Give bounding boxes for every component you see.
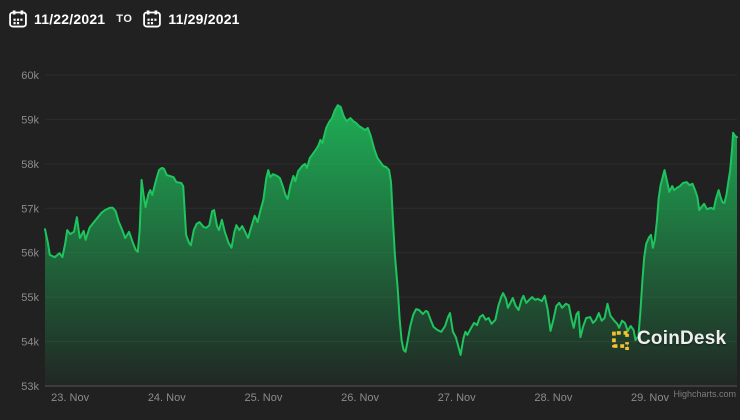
price-area [45,105,737,386]
highcharts-credit[interactable]: Highcharts.com [673,389,736,399]
x-axis-label: 23. Nov [51,392,89,404]
price-chart-area[interactable]: 60k 59k 58k 57k 56k 55k 54k 53k 23. Nov 24. Nov 25… [0,40,740,420]
x-axis-label: 24. Nov [148,392,186,404]
calendar-icon [143,10,162,28]
calendar-icon [9,10,27,28]
y-axis-label: 57k [21,203,39,215]
start-date-picker[interactable]: 11/22/2021 [9,10,105,28]
y-axis-label: 60k [21,70,39,82]
y-axis-label: 55k [21,292,39,304]
y-axis-label: 54k [21,337,39,349]
coindesk-wordmark: CoinDesk [637,328,727,349]
x-axis-label: 28. Nov [534,392,572,404]
start-date[interactable]: 11/22/2021 [34,11,106,27]
x-axis-label: 26. Nov [341,392,379,404]
y-axis-label: 58k [21,159,39,171]
x-axis-label: 25. Nov [244,392,282,404]
y-axis-label: 53k [21,381,39,393]
date-range-bar: 11/22/2021 TO 11/29/2021 [9,8,240,30]
coindesk-logo-icon [610,329,631,350]
y-axis-label: 59k [21,114,39,126]
date-range-separator: TO [116,13,133,25]
end-date-picker[interactable]: 11/29/2021 [143,10,239,28]
price-chart-svg: 60k 59k 58k 57k 56k 55k 54k 53k 23. Nov 24. Nov 25… [21,70,738,404]
y-axis-label: 56k [21,248,39,260]
coindesk-watermark: CoinDesk [610,328,726,350]
end-date[interactable]: 11/29/2021 [168,11,240,27]
price-line [44,104,738,356]
x-axis-label: 27. Nov [438,392,476,404]
x-axis-label: 29. Nov [631,392,669,404]
